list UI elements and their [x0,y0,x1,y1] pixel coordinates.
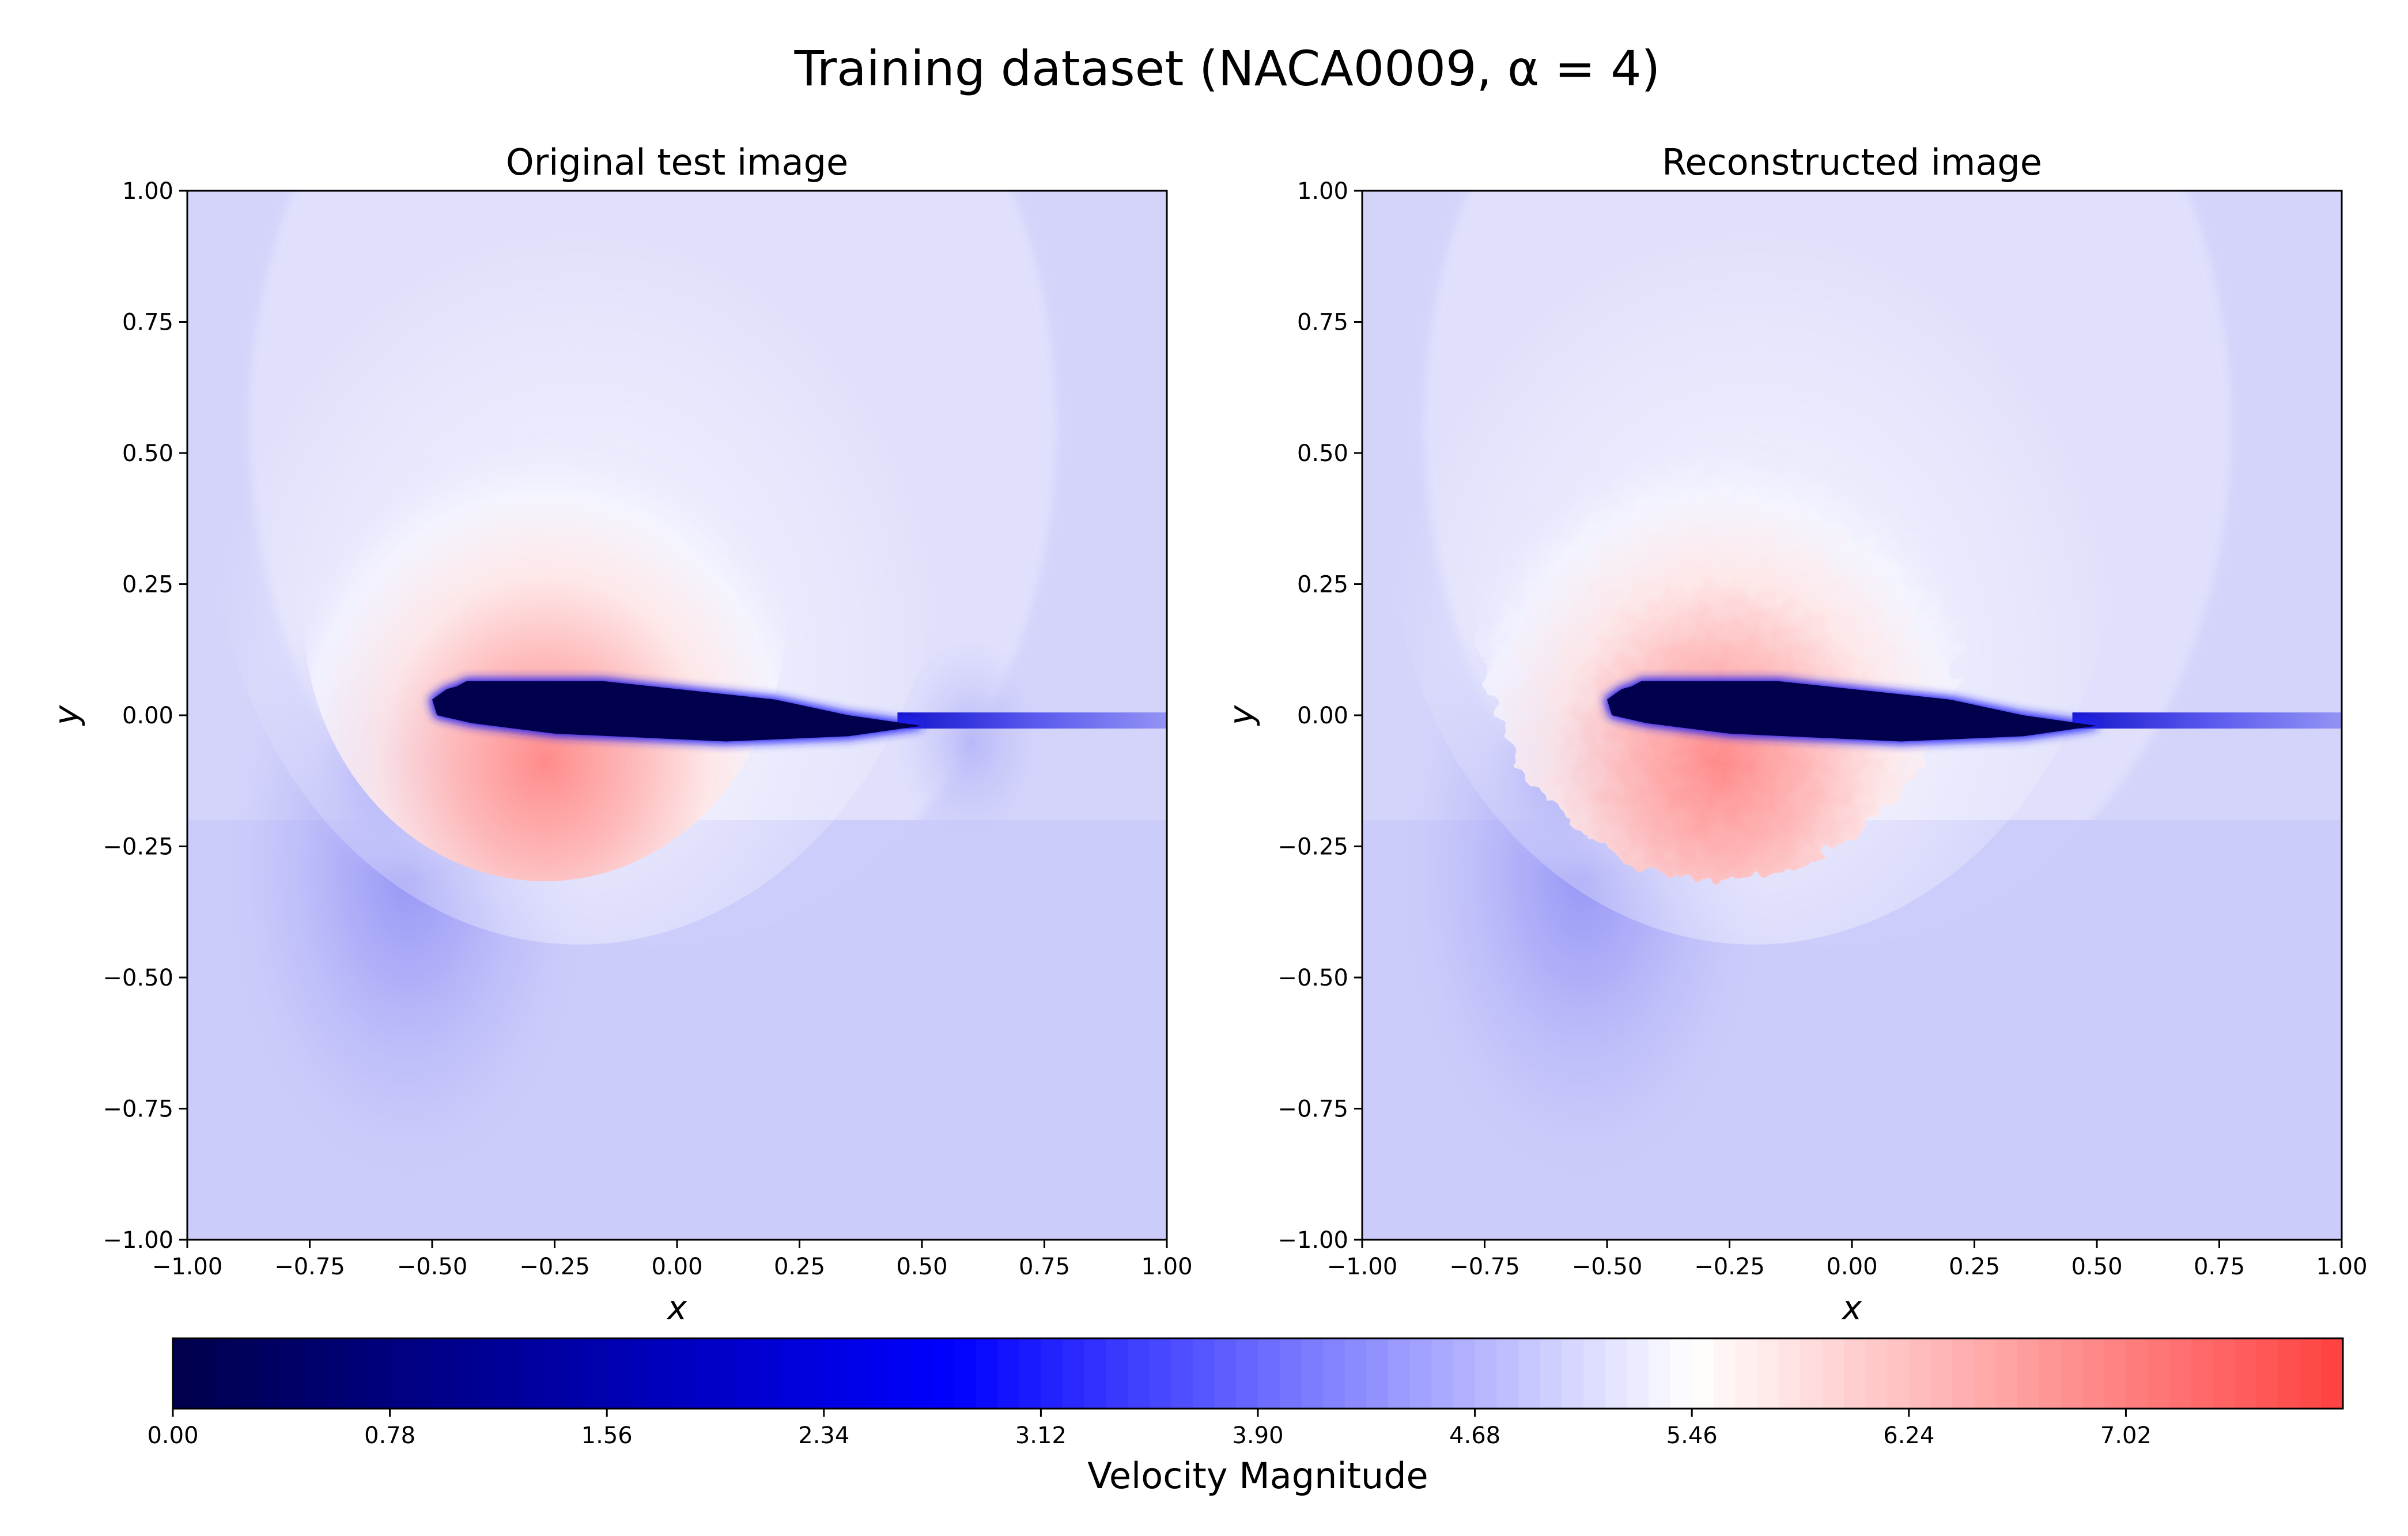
colorbar-tick-label: 7.02 [2100,1422,2152,1449]
x-tick-label: 0.00 [651,1254,702,1280]
y-tick-label: −0.25 [1277,834,1348,861]
x-tick-label: −0.50 [397,1254,468,1280]
colorbar-tick-label: 1.56 [581,1422,633,1449]
y-tick-label: −0.25 [103,834,173,861]
y-axis-label: y [1222,705,1261,726]
colorbar-tick-label: 2.34 [798,1422,849,1449]
colorbar-label: Velocity Magnitude [1087,1455,1428,1497]
y-axis-label: y [47,705,86,726]
subplot-title: Original test image [506,141,848,183]
colorbar-bands [173,1338,2343,1409]
y-tick-label: −0.75 [103,1096,173,1123]
x-tick-label: −0.75 [1449,1254,1520,1280]
y-tick-label: 0.50 [1297,440,1348,467]
panel-original: Original test image −1.00 −0.75 −0.50 −0.25 0… [47,141,1193,1327]
colorbar-tick-label: 0.78 [364,1422,415,1449]
velocity-field [187,191,1167,1240]
colorbar-tick-label: 5.46 [1666,1422,1718,1449]
colorbar-tick-label: 6.24 [1883,1422,1934,1449]
panel-reconstructed: Reconstructed image −1.00 −0.75 −0.50 −0.25 0… [1222,141,2368,1327]
x-tick-label: 0.75 [2194,1254,2245,1280]
colorbar-tick-label: 3.12 [1015,1422,1067,1449]
y-tick-label: −0.50 [103,965,173,991]
x-tick-label: −0.25 [519,1254,590,1280]
y-tick-label: 0.25 [122,572,173,598]
y-tick-label: 0.75 [122,310,173,336]
x-tick-label: 0.50 [2071,1254,2122,1280]
y-tick-label: 1.00 [122,178,173,205]
y-tick-label: 0.00 [1297,703,1348,729]
x-tick-label: 0.25 [1949,1254,2000,1280]
y-tick-label: −1.00 [1277,1227,1348,1254]
x-tick-label: 0.25 [774,1254,825,1280]
x-tick-label: 1.00 [1141,1254,1192,1280]
figure-title: Training dataset (NACA0009, α = 4) [794,40,1661,97]
x-axis-label: x [1841,1288,1862,1327]
y-tick-label: 0.75 [1297,310,1348,336]
x-tick-label: −0.50 [1572,1254,1643,1280]
y-tick-label: −1.00 [103,1227,173,1254]
x-tick-label: 0.00 [1826,1254,1877,1280]
y-tick-label: −0.75 [1277,1096,1348,1123]
x-tick-label: 0.75 [1019,1254,1070,1280]
subplot-title: Reconstructed image [1662,141,2042,183]
x-axis-label: x [666,1288,687,1327]
colorbar: 0.00 0.78 1.56 2.34 3.12 3.90 4.68 5.46 6.24 7.02… [147,1337,2344,1497]
x-tick-label: 1.00 [2316,1254,2367,1280]
x-tick-label: −1.00 [1327,1254,1398,1280]
x-tick-label: −1.00 [152,1254,223,1280]
y-tick-label: 0.50 [122,440,173,467]
x-tick-label: −0.75 [274,1254,345,1280]
y-tick-label: 1.00 [1297,178,1348,205]
colorbar-tick-label: 3.90 [1232,1422,1283,1449]
y-tick-label: 0.00 [122,703,173,729]
colorbar-tick-label: 0.00 [147,1422,198,1449]
y-tick-label: −0.50 [1277,965,1348,991]
y-tick-label: 0.25 [1297,572,1348,598]
velocity-field [1362,191,2342,1240]
x-tick-label: 0.50 [896,1254,947,1280]
colorbar-tick-label: 4.68 [1449,1422,1500,1449]
x-tick-label: −0.25 [1694,1254,1765,1280]
